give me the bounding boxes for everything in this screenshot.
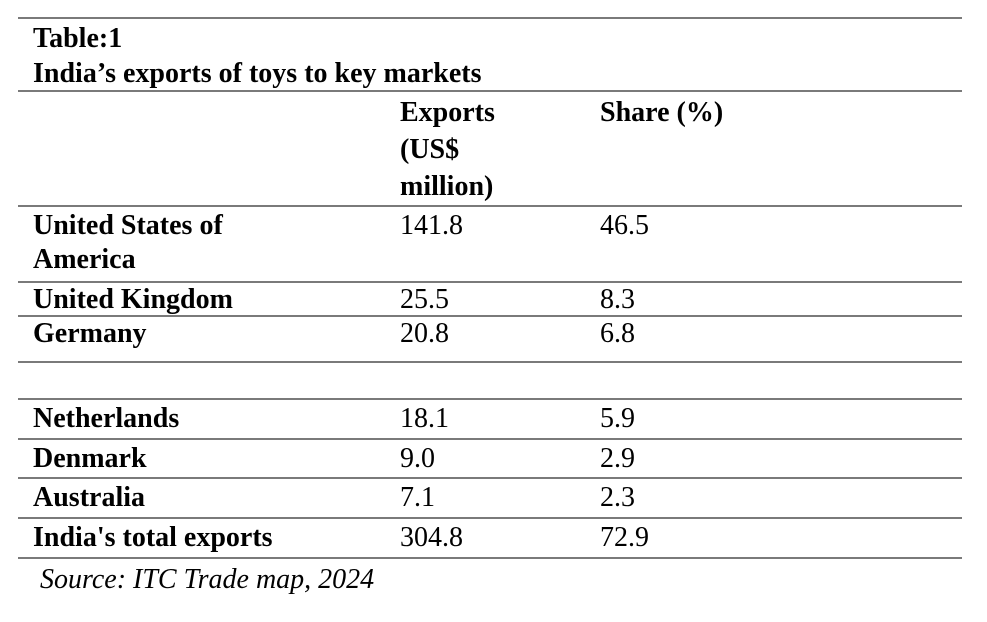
table-row: Denmark 9.0 2.9 <box>18 440 962 479</box>
table-row-total: India's total exports 304.8 72.9 <box>18 519 962 559</box>
header-market <box>18 94 400 205</box>
table-number: Table:1 <box>33 23 123 54</box>
share-value: 72.9 <box>600 522 649 553</box>
share-value: 5.9 <box>600 403 635 434</box>
share-value: 2.9 <box>600 443 635 474</box>
header-exports: Exports (US$ million) <box>400 97 495 202</box>
table-row: Netherlands 18.1 5.9 <box>18 400 962 440</box>
table-header-row: Exports (US$ million) Share (%) <box>18 92 962 207</box>
table-title: India’s exports of toys to key markets <box>33 58 482 89</box>
share-value: 8.3 <box>600 284 635 315</box>
table-row: Australia 7.1 2.3 <box>18 479 962 519</box>
exports-value: 9.0 <box>400 443 435 474</box>
table-row-empty <box>18 363 962 400</box>
share-value: 46.5 <box>600 210 649 241</box>
table-row: United Kingdom 25.5 8.3 <box>18 283 962 317</box>
exports-value: 7.1 <box>400 482 435 513</box>
market-name: Netherlands <box>33 403 180 434</box>
table-row: United States of America 141.8 46.5 <box>18 207 962 283</box>
exports-value: 18.1 <box>400 403 449 434</box>
header-share: Share (%) <box>600 97 724 128</box>
market-name: United States of America <box>33 210 223 275</box>
market-name: India's total exports <box>33 522 273 553</box>
exports-value: 20.8 <box>400 318 449 349</box>
share-value: 6.8 <box>600 318 635 349</box>
market-name: United Kingdom <box>33 284 233 315</box>
exports-value <box>400 364 600 398</box>
table-row: Germany 20.8 6.8 <box>18 317 962 363</box>
exports-value: 25.5 <box>400 284 449 315</box>
share-value <box>600 364 962 398</box>
market-name: Germany <box>33 318 147 349</box>
exports-value: 141.8 <box>400 210 463 241</box>
market-name <box>18 364 400 398</box>
exports-table: Table:1 India’s exports of toys to key m… <box>18 17 962 597</box>
market-name: Australia <box>33 482 145 513</box>
market-name: Denmark <box>33 443 147 474</box>
table-title-block: Table:1 India’s exports of toys to key m… <box>18 19 962 92</box>
share-value: 2.3 <box>600 482 635 513</box>
source-note: Source: ITC Trade map, 2024 <box>40 564 375 595</box>
exports-value: 304.8 <box>400 522 463 553</box>
